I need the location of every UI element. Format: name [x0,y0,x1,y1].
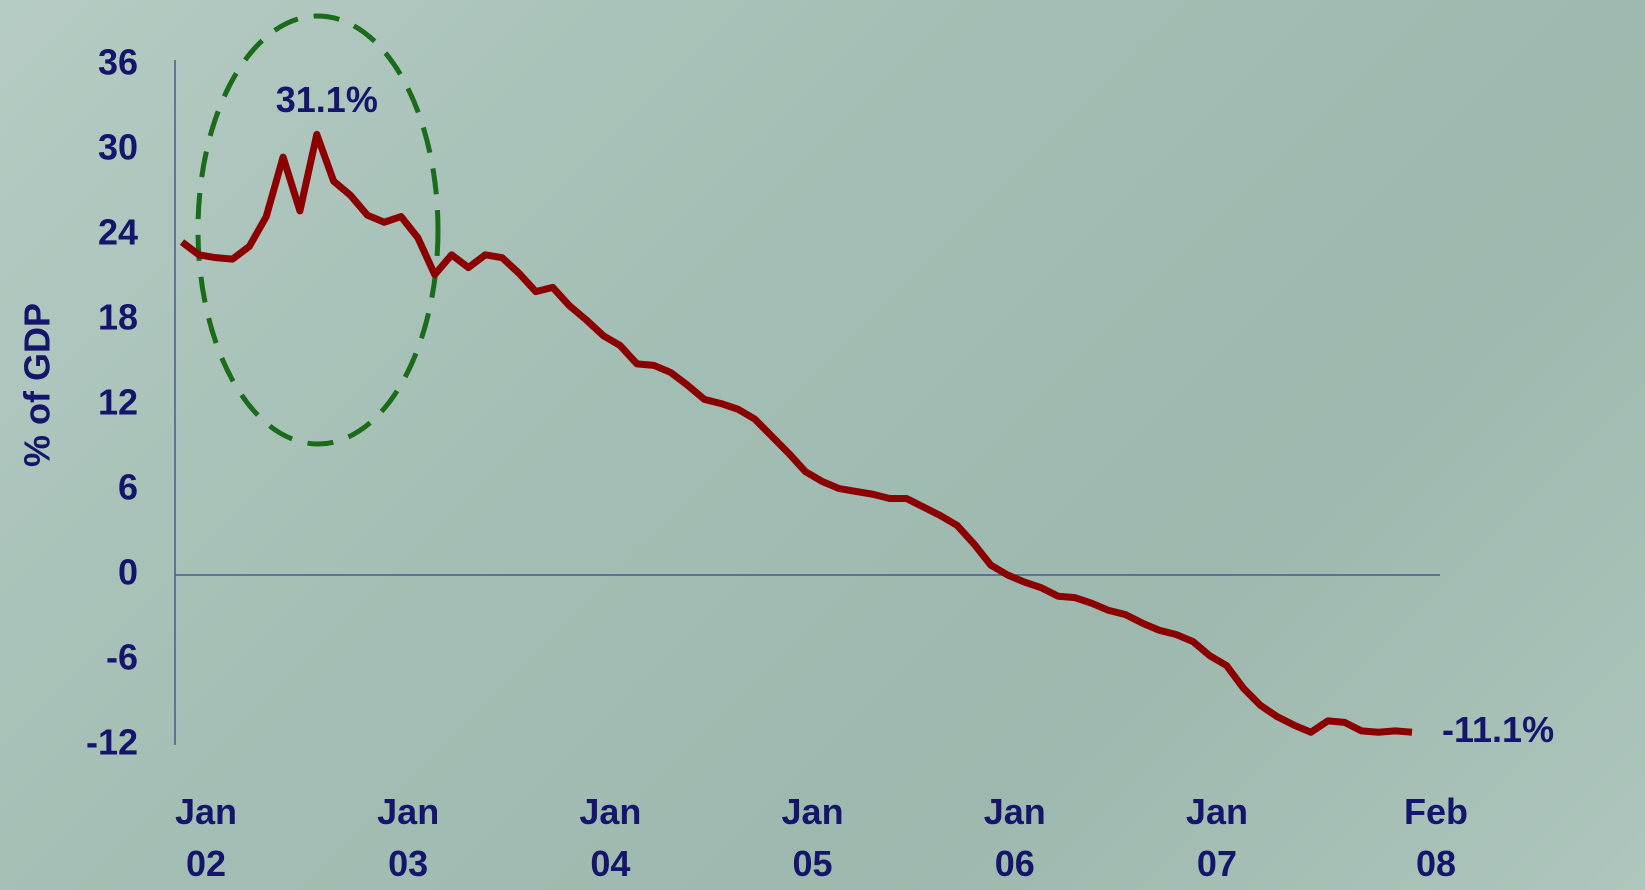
y-tick-label: 12 [98,382,138,423]
x-tick-label: Jan 07 [1172,786,1262,890]
x-tick-label: Jan 06 [970,786,1060,890]
y-tick-label: 18 [98,297,138,338]
y-tick-label: 30 [98,127,138,168]
y-tick-label: 36 [98,42,138,83]
x-tick-label: Feb 08 [1391,786,1481,890]
x-tick-label: Jan 02 [161,786,251,890]
y-axis-label: % of GDP [17,303,58,467]
y-tick-label: -6 [106,637,138,678]
y-tick-label: 6 [118,467,138,508]
plot: % of GDP -12 -6 0 6 12 18 24 30 36 31.1% -11.1% [0,0,1645,890]
chart: % of GDP -12 -6 0 6 12 18 24 30 36 31.1% -11.1% Ja… [0,0,1645,890]
data-label: -11.1% [1442,709,1554,750]
y-tick-label: 24 [98,212,138,253]
data-label: 31.1% [276,79,378,120]
y-tick-label: -12 [86,722,138,763]
x-tick-label: Jan 05 [768,786,858,890]
y-tick-label: 0 [118,552,138,593]
x-tick-label: Jan 04 [565,786,655,890]
data-line [182,134,1412,732]
x-tick-label: Jan 03 [363,786,453,890]
